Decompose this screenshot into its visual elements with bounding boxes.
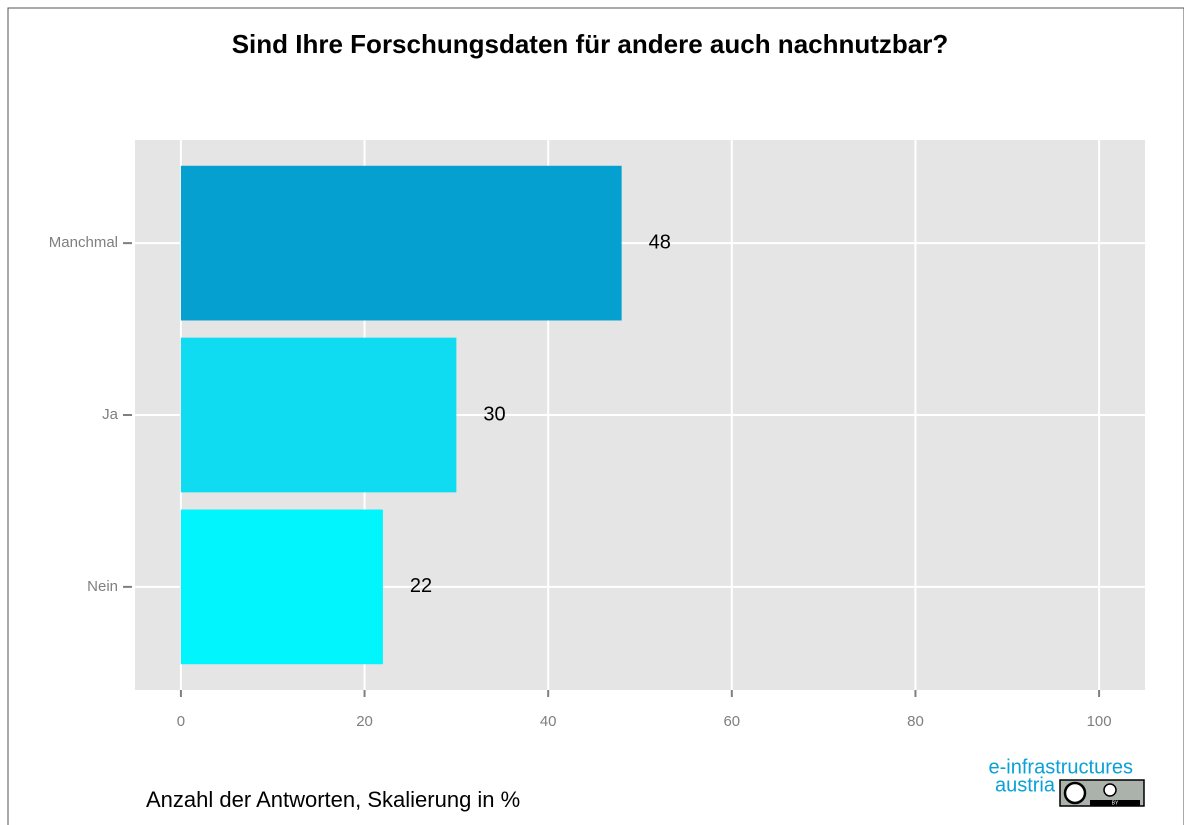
x-tick-label: 60: [723, 713, 740, 730]
license-badge: BY: [1059, 779, 1145, 807]
bar: [180, 165, 622, 321]
badge-by: [1103, 783, 1117, 797]
badge-text: BY: [1112, 800, 1119, 806]
y-tick-label: Manchmal: [49, 234, 118, 251]
x-tick-label: 0: [177, 713, 185, 730]
x-tick-label: 80: [907, 713, 924, 730]
y-tick-label: Ja: [102, 406, 119, 423]
x-tick-label: 20: [356, 713, 373, 730]
logo-line: austria: [995, 774, 1056, 796]
caption: Anzahl der Antworten, Skalierung in %: [146, 787, 520, 812]
y-tick-label: Nein: [87, 578, 118, 595]
badge-bar: [1090, 800, 1140, 806]
x-tick-label: 100: [1087, 713, 1112, 730]
data-label: 48: [649, 231, 671, 253]
bar: [180, 337, 457, 493]
chart-title: Sind Ihre Forschungsdaten für andere auc…: [232, 29, 949, 59]
data-label: 22: [410, 575, 432, 597]
data-label: 30: [483, 403, 505, 425]
frame: [7, 7, 1184, 825]
bar: [180, 509, 383, 665]
logo-line: e-infrastructures: [989, 756, 1134, 778]
badge-cc: [1063, 781, 1087, 805]
x-tick-label: 40: [540, 713, 557, 730]
